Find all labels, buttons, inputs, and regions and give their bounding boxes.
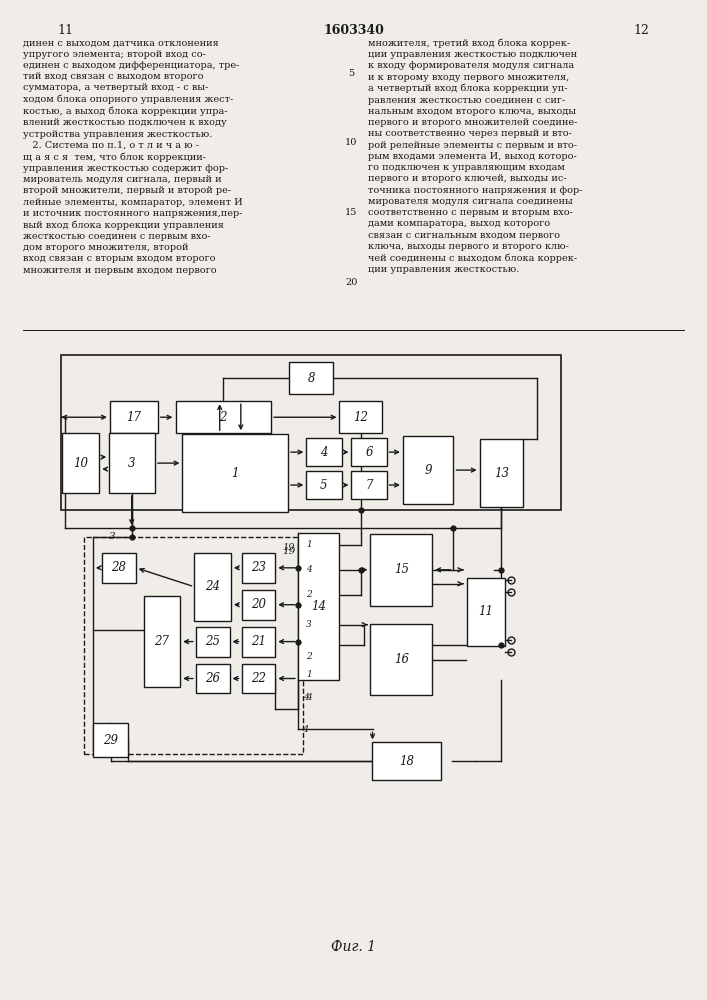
FancyBboxPatch shape bbox=[194, 553, 231, 621]
FancyBboxPatch shape bbox=[109, 433, 155, 493]
FancyBboxPatch shape bbox=[467, 578, 506, 646]
Text: 1: 1 bbox=[306, 540, 312, 549]
Text: 12: 12 bbox=[353, 411, 368, 424]
Text: Фиг. 1: Фиг. 1 bbox=[331, 940, 376, 954]
Text: 19: 19 bbox=[282, 547, 296, 556]
Text: динен с выходом датчика отклонения
упругого элемента; второй вход со-
единен с в: динен с выходом датчика отклонения упруг… bbox=[23, 38, 243, 275]
Text: 21: 21 bbox=[251, 635, 266, 648]
FancyBboxPatch shape bbox=[144, 596, 180, 687]
Text: 4: 4 bbox=[306, 693, 312, 702]
Text: 5: 5 bbox=[349, 69, 354, 78]
Text: 29: 29 bbox=[103, 734, 118, 747]
FancyBboxPatch shape bbox=[351, 438, 387, 466]
FancyBboxPatch shape bbox=[175, 401, 271, 433]
FancyBboxPatch shape bbox=[289, 362, 333, 394]
Text: 9: 9 bbox=[424, 464, 432, 477]
Text: 24: 24 bbox=[205, 580, 220, 593]
Text: 10: 10 bbox=[345, 138, 358, 147]
Text: множителя, третий вход блока коррек-
ции управления жесткостью подключен
к входу: множителя, третий вход блока коррек- ции… bbox=[368, 38, 582, 274]
Text: 20: 20 bbox=[251, 598, 266, 611]
Text: 28: 28 bbox=[112, 561, 127, 574]
FancyBboxPatch shape bbox=[242, 590, 275, 620]
FancyBboxPatch shape bbox=[306, 438, 341, 466]
Text: 12: 12 bbox=[633, 24, 649, 37]
Text: 3: 3 bbox=[128, 457, 136, 470]
FancyBboxPatch shape bbox=[370, 624, 433, 695]
FancyBboxPatch shape bbox=[351, 471, 387, 499]
FancyBboxPatch shape bbox=[339, 401, 382, 433]
Text: 7: 7 bbox=[366, 479, 373, 492]
Text: 10: 10 bbox=[73, 457, 88, 470]
Text: 13: 13 bbox=[494, 467, 509, 480]
Text: 3: 3 bbox=[306, 620, 312, 629]
FancyBboxPatch shape bbox=[93, 723, 128, 757]
Text: 19: 19 bbox=[283, 543, 295, 552]
Text: 11: 11 bbox=[479, 605, 493, 618]
FancyBboxPatch shape bbox=[479, 439, 523, 507]
Text: 18: 18 bbox=[399, 755, 414, 768]
Text: 17: 17 bbox=[127, 411, 141, 424]
Text: 16: 16 bbox=[394, 653, 409, 666]
Text: 1: 1 bbox=[306, 670, 312, 679]
Text: 25: 25 bbox=[205, 635, 220, 648]
FancyBboxPatch shape bbox=[196, 664, 230, 693]
Text: 2: 2 bbox=[306, 652, 312, 661]
Text: 27: 27 bbox=[154, 635, 170, 648]
FancyBboxPatch shape bbox=[403, 436, 453, 504]
Text: 1603340: 1603340 bbox=[323, 24, 384, 37]
Text: 4: 4 bbox=[303, 693, 308, 702]
Text: 1: 1 bbox=[231, 467, 239, 480]
Text: 15: 15 bbox=[345, 208, 358, 217]
FancyBboxPatch shape bbox=[182, 434, 288, 512]
FancyBboxPatch shape bbox=[242, 627, 275, 657]
FancyBboxPatch shape bbox=[110, 401, 158, 433]
Text: 5: 5 bbox=[320, 479, 327, 492]
Text: 11: 11 bbox=[58, 24, 74, 37]
FancyBboxPatch shape bbox=[372, 742, 441, 780]
Text: 14: 14 bbox=[311, 600, 326, 613]
Text: 3: 3 bbox=[110, 532, 116, 541]
FancyBboxPatch shape bbox=[298, 533, 339, 680]
FancyBboxPatch shape bbox=[62, 433, 98, 493]
Text: 2: 2 bbox=[219, 411, 227, 424]
Text: 26: 26 bbox=[205, 672, 220, 685]
Text: 15: 15 bbox=[394, 563, 409, 576]
FancyBboxPatch shape bbox=[370, 534, 433, 606]
Text: 22: 22 bbox=[251, 672, 266, 685]
Text: 8: 8 bbox=[308, 372, 315, 385]
Text: 6: 6 bbox=[366, 446, 373, 459]
FancyBboxPatch shape bbox=[102, 553, 136, 583]
Text: 20: 20 bbox=[345, 278, 358, 287]
FancyBboxPatch shape bbox=[242, 664, 275, 693]
Text: 4: 4 bbox=[306, 565, 312, 574]
FancyBboxPatch shape bbox=[242, 553, 275, 583]
Text: 4: 4 bbox=[303, 725, 309, 734]
FancyBboxPatch shape bbox=[196, 627, 230, 657]
Text: 2: 2 bbox=[306, 590, 312, 599]
Text: 4: 4 bbox=[320, 446, 327, 459]
Text: 23: 23 bbox=[251, 561, 266, 574]
FancyBboxPatch shape bbox=[306, 471, 341, 499]
